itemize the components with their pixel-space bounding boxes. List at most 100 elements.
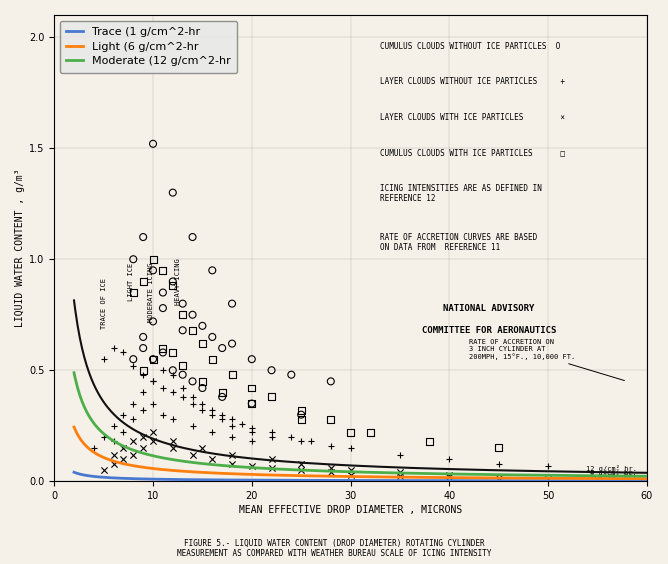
Point [138, 388, 148, 397]
Point [267, 365, 277, 374]
Point [207, 406, 218, 415]
Point [177, 393, 188, 402]
Point [177, 362, 188, 371]
Point [158, 288, 168, 297]
Point [286, 370, 297, 379]
Point [187, 399, 198, 408]
Point [168, 443, 178, 452]
Point [207, 455, 218, 464]
Point [138, 443, 148, 452]
Point [128, 362, 139, 371]
Point [345, 466, 356, 475]
X-axis label: MEAN EFFECTIVE DROP DIAMETER , MICRONS: MEAN EFFECTIVE DROP DIAMETER , MICRONS [239, 505, 462, 515]
Point [217, 393, 228, 402]
Point [108, 343, 119, 352]
Text: LAYER CLOUDS WITH ICE PARTICLES        ×: LAYER CLOUDS WITH ICE PARTICLES × [380, 113, 565, 122]
Text: RATE OF ACCRETION ON
3 INCH CYLINDER AT
200MPH, 15°F., 10,000 FT.: RATE OF ACCRETION ON 3 INCH CYLINDER AT … [469, 340, 625, 381]
Point [217, 343, 228, 352]
Point [345, 443, 356, 452]
Point [217, 415, 228, 424]
Point [197, 399, 208, 408]
Point [138, 406, 148, 415]
Point [325, 468, 336, 477]
Point [325, 415, 336, 424]
Point [138, 277, 148, 286]
Point [158, 343, 168, 352]
Point [168, 277, 178, 286]
Point [187, 421, 198, 430]
Point [148, 266, 158, 275]
Point [207, 428, 218, 437]
Point [168, 348, 178, 357]
Point [444, 455, 455, 464]
Text: COMMITTEE FOR AERONAUTICS: COMMITTEE FOR AERONAUTICS [422, 326, 556, 335]
Point [168, 188, 178, 197]
Point [158, 410, 168, 419]
Point [168, 281, 178, 290]
Point [128, 415, 139, 424]
Text: CUMULUS CLOUDS WITHOUT ICE PARTICLES  O: CUMULUS CLOUDS WITHOUT ICE PARTICLES O [380, 42, 560, 51]
Point [138, 365, 148, 374]
Point [246, 461, 257, 470]
Point [148, 139, 158, 148]
Text: 12 g/cm² hr.: 12 g/cm² hr. [586, 465, 637, 472]
Point [207, 355, 218, 364]
Point [187, 377, 198, 386]
Point [187, 393, 198, 402]
Point [267, 455, 277, 464]
Text: TRACE OF ICE: TRACE OF ICE [101, 278, 107, 329]
Point [395, 471, 405, 480]
Point [187, 450, 198, 459]
Text: RATE OF ACCRETION CURVES ARE BASED
ON DATA FROM  REFERENCE 11: RATE OF ACCRETION CURVES ARE BASED ON DA… [380, 232, 538, 252]
Point [148, 255, 158, 264]
Point [494, 459, 504, 468]
Point [325, 464, 336, 473]
Point [148, 399, 158, 408]
Point [246, 399, 257, 408]
Point [267, 464, 277, 473]
Point [246, 399, 257, 408]
Point [168, 437, 178, 446]
Y-axis label: LIQUID WATER CONTENT , g/m³: LIQUID WATER CONTENT , g/m³ [15, 169, 25, 328]
Point [128, 399, 139, 408]
Point [88, 443, 99, 452]
Point [148, 437, 158, 446]
Text: HEAVY ICING: HEAVY ICING [175, 258, 181, 305]
Point [118, 428, 129, 437]
Point [592, 475, 603, 484]
Point [138, 370, 148, 379]
Point [246, 437, 257, 446]
Point [138, 232, 148, 241]
Point [128, 355, 139, 364]
Point [138, 343, 148, 352]
Point [168, 370, 178, 379]
Point [345, 428, 356, 437]
Point [236, 419, 247, 428]
Point [138, 332, 148, 341]
Point [108, 421, 119, 430]
Point [98, 466, 109, 475]
Point [108, 450, 119, 459]
Point [226, 415, 237, 424]
Point [168, 415, 178, 424]
Point [197, 339, 208, 348]
Point [177, 326, 188, 335]
Point [395, 450, 405, 459]
Point [267, 428, 277, 437]
Point [424, 437, 435, 446]
Point [148, 317, 158, 326]
Point [543, 474, 554, 483]
Point [158, 266, 168, 275]
Point [296, 437, 307, 446]
Text: 1 g/cm² hr.: 1 g/cm² hr. [591, 472, 637, 479]
Point [226, 450, 237, 459]
Point [168, 365, 178, 374]
Point [246, 428, 257, 437]
Point [177, 299, 188, 308]
Point [118, 443, 129, 452]
Point [118, 410, 129, 419]
Text: 6 g/cm² hr.: 6 g/cm² hr. [591, 469, 637, 477]
Point [148, 355, 158, 364]
Point [128, 437, 139, 446]
Point [444, 472, 455, 481]
